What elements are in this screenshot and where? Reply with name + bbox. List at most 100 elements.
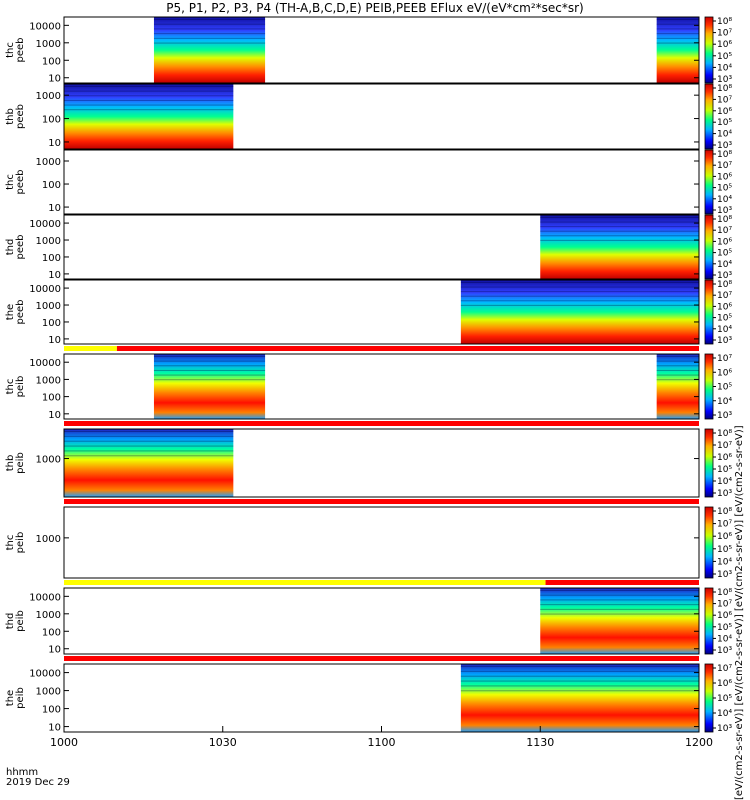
spectrogram-band [460,666,699,667]
y-tick-label: 1000 [36,610,61,621]
y-axis-label-product: peib [15,376,26,398]
panel-frame [63,214,700,280]
colorbar-tick-label: 10⁸ [717,507,732,517]
y-axis-label-probe: thb [5,455,16,472]
colorbar-tick-label: 10⁵ [717,118,732,128]
spectrogram-block [656,17,699,83]
x-tick-label: 1200 [685,736,713,749]
colorbar-tick-label: 10⁴ [717,260,732,270]
spectrogram-band [460,300,699,302]
colorbar-tick-label: 10³ [717,724,732,734]
spectrogram-band [656,42,699,44]
y-tick-label: 1000 [36,687,61,698]
y-tick-label: 10 [48,645,61,656]
spectrogram-band [460,286,699,288]
y-tick-label: 10000 [29,219,61,230]
y-axis-label: thbpeib [5,452,26,474]
spectrogram-band [540,235,699,237]
spectrogram-block [540,215,699,279]
y-tick-label: 10 [48,138,61,149]
y-tick-label: 10 [48,270,61,281]
colorbar-tick-label: 10⁵ [717,694,732,704]
flag-bar-segment [116,346,699,351]
spectrogram-band [153,33,266,35]
x-tick-label: 1030 [209,736,237,749]
spectrogram-band [656,379,699,381]
colorbar [704,149,714,215]
y-axis-label-probe: thc [5,42,16,58]
y-axis-label-probe: the [5,690,16,706]
colorbar-tick-label: 10⁵ [717,314,732,324]
panel-thc-peib: 1000 thcpeib 10³ 10⁴ 10⁵ 10⁶ 10⁷ 10⁸ [5,506,732,580]
spectrogram-band [656,365,699,367]
y-axis-label: thcpeib [5,376,26,398]
spectrogram-band [153,28,266,30]
y-axis-label: thcpeeb [5,38,26,63]
colorbar-tick-label: 10⁷ [717,95,732,105]
colorbar-tick-label: 10³ [717,411,732,421]
y-tick-label: 100 [42,180,61,191]
spectrogram-band [64,445,234,447]
colorbar [704,428,714,498]
colorbar [704,83,714,150]
spectrogram-band [540,239,699,241]
colorbar-tick-label: 10⁵ [717,383,732,393]
colorbar-tick-label: 10³ [717,75,732,85]
plot-title: P5, P1, P2, P3, P4 (TH-A,B,C,D,E) PEIB,P… [166,1,584,15]
spectrogram-band [656,374,699,376]
y-axis-label-product: peib [15,452,26,474]
spectrogram-band [64,431,234,432]
spectrogram-band [540,599,699,601]
spectrogram-band [64,435,234,437]
colorbar-tick-label: 10⁷ [717,441,732,451]
y-tick-label: 1000 [36,455,61,466]
y-axis-label-probe: thc [5,174,16,190]
panel-thb-peib: 1000 thbpeib 10³ 10⁴ 10⁵ 10⁶ 10⁷ 10⁸ [5,428,732,499]
colorbar-tick-label: 10⁵ [717,184,732,194]
panel-frame [63,587,700,655]
spectrogram-block [64,84,234,149]
colorbar-tick-label: 10⁷ [717,291,732,301]
flag-bar-segment [64,346,117,351]
spectrogram-block [153,354,266,419]
panel-frame [63,279,700,345]
spectrogram-band [153,379,266,381]
y-axis-label-product: peeb [15,104,26,129]
y-axis-label-product: peeb [15,38,26,63]
colorbar-tick-label: 10⁵ [717,465,732,475]
y-tick-label: 1000 [36,301,61,312]
spectrogram-band [540,230,699,232]
colorbar-tick-label: 10⁴ [717,709,732,719]
spectrogram-band [153,37,266,39]
spectrogram-band [540,217,699,218]
spectrogram-block [64,429,234,497]
colorbar-tick-label: 10³ [717,570,732,580]
colorbar-tick-label: 10⁶ [717,611,732,621]
spectrogram-band [540,613,699,615]
colorbar-tick-label: 10⁷ [717,226,732,236]
flag-bar-segment [64,656,699,661]
colorbar-tick-label: 10⁷ [717,520,732,530]
panel-frame [63,83,700,150]
spectrogram-band [460,675,699,677]
colorbar-tick-label: 10⁸ [717,280,732,290]
flag-bar-segment [64,499,699,504]
colorbar-tick-label: 10⁸ [717,588,732,598]
y-tick-label: 100 [42,115,61,126]
spectrogram-band [460,690,699,692]
spectrogram-band [64,455,234,457]
colorbar-tick-label: 10⁷ [717,600,732,610]
y-axis-label: thcpeib [5,532,26,554]
colorbar-tick-label: 10⁷ [717,161,732,171]
spectrogram-band [64,90,234,92]
colorbar [704,587,714,655]
y-tick-label: 10 [48,74,61,85]
y-tick-label: 100 [42,705,61,716]
y-tick-label: 10 [48,203,61,214]
panels-layer: 10100100010000thcpeeb10³10⁴10⁵10⁶10⁷10⁸1… [5,16,732,749]
